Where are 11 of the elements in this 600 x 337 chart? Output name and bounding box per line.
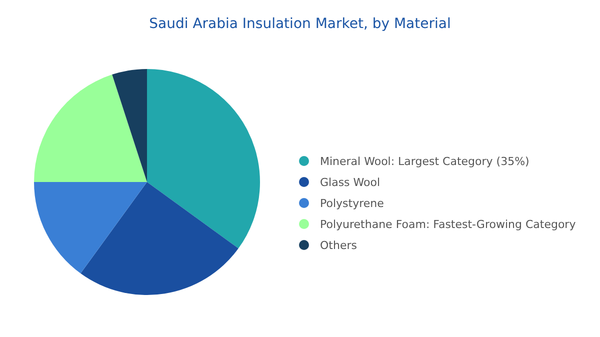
legend-label: Glass Wool [320, 176, 380, 189]
pie-slice [147, 69, 260, 248]
legend-label: Mineral Wool: Largest Category (35%) [320, 155, 530, 168]
pie-slice [34, 74, 147, 182]
legend-label: Polystyrene [320, 197, 384, 210]
pie-slice [80, 182, 238, 295]
pie-slice [112, 69, 147, 182]
legend-label: Others [320, 239, 358, 252]
legend-label: Polyurethane Foam: Fastest-Growing Category [320, 218, 576, 231]
chart-title: Saudi Arabia Insulation Market, by Material [149, 16, 451, 32]
pie-slice [34, 182, 147, 274]
